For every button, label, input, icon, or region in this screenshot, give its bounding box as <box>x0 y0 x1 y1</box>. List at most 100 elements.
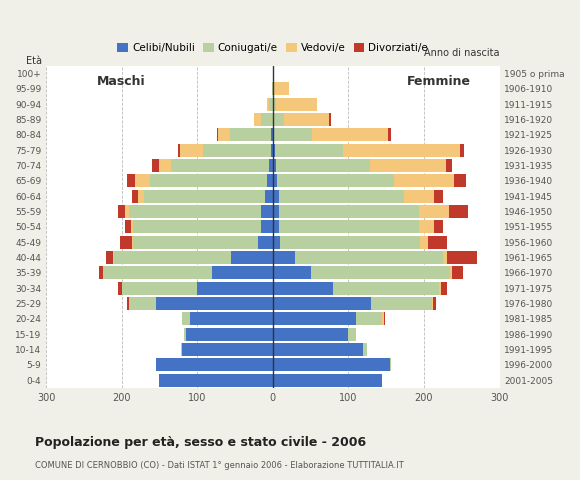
Bar <box>279 190 404 203</box>
Bar <box>144 190 265 203</box>
Bar <box>273 236 280 249</box>
Bar <box>295 251 443 264</box>
Bar <box>273 343 364 356</box>
Bar <box>280 236 420 249</box>
Bar <box>276 159 370 172</box>
Bar <box>312 128 387 142</box>
Bar <box>271 128 273 142</box>
Bar <box>129 297 155 310</box>
Bar <box>133 220 262 233</box>
Text: Età: Età <box>26 56 42 66</box>
Bar <box>334 282 439 295</box>
Bar <box>197 282 273 295</box>
Bar <box>419 220 434 233</box>
Bar <box>182 312 190 325</box>
Bar <box>371 297 432 310</box>
Bar <box>273 113 284 126</box>
Bar <box>273 83 274 96</box>
Bar <box>219 128 230 142</box>
Bar <box>99 266 103 279</box>
Bar <box>432 297 433 310</box>
Bar <box>420 236 427 249</box>
Bar <box>132 236 133 249</box>
Bar <box>118 205 125 218</box>
Bar <box>114 251 231 264</box>
Text: Femmine: Femmine <box>407 75 471 88</box>
Bar <box>127 174 135 187</box>
Bar <box>160 373 273 386</box>
Bar <box>262 220 273 233</box>
Bar <box>279 205 419 218</box>
Bar <box>155 358 273 371</box>
Bar <box>273 128 274 142</box>
Bar <box>180 144 202 157</box>
Bar <box>273 205 279 218</box>
Bar <box>364 343 367 356</box>
Bar <box>274 128 312 142</box>
Legend: Celibi/Nubili, Coniugati/e, Vedovi/e, Divorziati/e: Celibi/Nubili, Coniugati/e, Vedovi/e, Di… <box>113 39 432 57</box>
Bar <box>125 205 129 218</box>
Bar <box>258 236 273 249</box>
Bar <box>273 327 349 341</box>
Bar <box>274 83 289 96</box>
Bar <box>273 297 371 310</box>
Bar <box>230 128 271 142</box>
Bar <box>129 205 262 218</box>
Bar <box>262 113 273 126</box>
Bar <box>276 98 317 111</box>
Bar <box>452 266 463 279</box>
Bar <box>273 282 333 295</box>
Bar <box>273 251 295 264</box>
Bar <box>449 205 468 218</box>
Bar <box>273 98 276 111</box>
Bar <box>152 159 160 172</box>
Bar <box>329 113 331 126</box>
Bar <box>273 312 356 325</box>
Bar <box>434 190 443 203</box>
Bar <box>122 282 197 295</box>
Bar <box>434 220 443 233</box>
Bar <box>150 174 267 187</box>
Bar <box>273 159 276 172</box>
Bar <box>262 205 273 218</box>
Bar <box>275 144 343 157</box>
Bar <box>212 266 273 279</box>
Bar <box>451 266 452 279</box>
Bar <box>231 251 273 264</box>
Bar <box>419 205 449 218</box>
Bar <box>182 343 273 356</box>
Bar <box>343 144 460 157</box>
Bar <box>273 358 390 371</box>
Bar <box>190 312 273 325</box>
Bar <box>273 144 275 157</box>
Bar <box>349 327 356 341</box>
Bar <box>269 98 273 111</box>
Bar <box>106 251 113 264</box>
Bar <box>277 174 394 187</box>
Bar <box>384 312 385 325</box>
Bar <box>160 159 171 172</box>
Bar <box>171 159 269 172</box>
Bar <box>394 174 454 187</box>
Bar <box>370 159 446 172</box>
Bar <box>138 190 144 203</box>
Bar <box>356 312 382 325</box>
Bar <box>265 190 273 203</box>
Bar <box>273 174 277 187</box>
Bar <box>443 251 447 264</box>
Bar <box>130 220 133 233</box>
Bar <box>441 282 447 295</box>
Bar <box>103 266 212 279</box>
Bar <box>446 159 452 172</box>
Text: COMUNE DI CERNOBBIO (CO) - Dati ISTAT 1° gennaio 2006 - Elaborazione TUTTITALIA.: COMUNE DI CERNOBBIO (CO) - Dati ISTAT 1°… <box>35 461 404 470</box>
Bar <box>447 251 477 264</box>
Bar <box>202 144 270 157</box>
Bar <box>311 266 451 279</box>
Bar <box>382 312 384 325</box>
Bar <box>273 373 382 386</box>
Bar <box>269 159 273 172</box>
Text: Maschi: Maschi <box>97 75 146 88</box>
Text: Anno di nascita: Anno di nascita <box>424 48 499 58</box>
Bar <box>433 297 436 310</box>
Bar <box>135 174 150 187</box>
